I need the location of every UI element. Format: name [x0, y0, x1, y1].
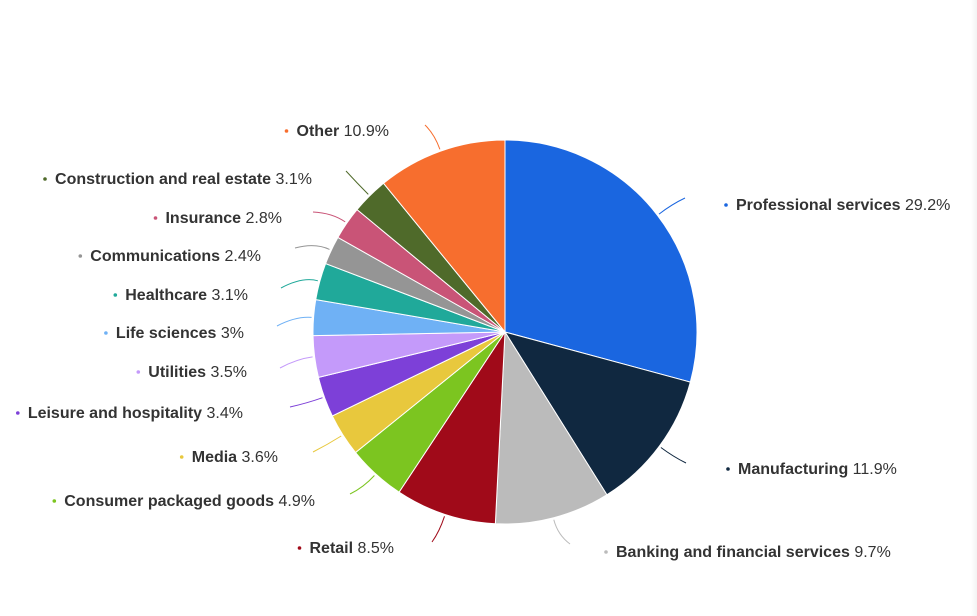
label-value-construction-and-real-estate: 3.1%	[271, 171, 312, 188]
label-bullet-banking-and-financial-services	[604, 550, 608, 554]
label-value-manufacturing: 11.9%	[848, 461, 897, 478]
label-bullet-utilities	[136, 370, 141, 374]
label-value-media: 3.6%	[237, 449, 278, 466]
label-name-construction-and-real-estate: Construction and real estate	[55, 171, 271, 188]
label-bullet-leisure-and-hospitality	[15, 411, 20, 415]
label-value-professional-services: 29.2%	[901, 197, 951, 214]
label-bullet-retail	[297, 546, 302, 550]
label-bullet-other	[284, 129, 289, 133]
label-bullet-manufacturing	[726, 467, 730, 471]
label-retail: Retail 8.5%	[310, 540, 395, 557]
slice-other[interactable]	[382, 139, 506, 334]
slice-manufacturing[interactable]	[503, 331, 691, 496]
label-healthcare: Healthcare 3.1%	[125, 287, 248, 304]
label-value-retail: 8.5%	[353, 540, 394, 557]
label-communications: Communications 2.4%	[90, 248, 261, 265]
leader-manufacturing	[660, 447, 687, 464]
label-name-insurance: Insurance	[165, 210, 241, 227]
leader-life-sciences	[276, 316, 312, 327]
label-other: Other 10.9%	[297, 123, 389, 140]
label-manufacturing: Manufacturing 11.9%	[738, 461, 897, 478]
label-value-communications: 2.4%	[220, 248, 261, 265]
label-value-life-sciences: 3%	[216, 325, 244, 342]
label-utilities: Utilities 3.5%	[148, 364, 247, 381]
leader-professional-services	[658, 197, 686, 215]
leader-other	[424, 124, 441, 150]
slice-professional-services[interactable]	[504, 139, 698, 383]
label-name-other: Other	[297, 123, 340, 140]
leader-insurance	[312, 211, 346, 223]
label-life-sciences: Life sciences 3%	[116, 325, 244, 342]
label-name-manufacturing: Manufacturing	[738, 461, 848, 478]
label-name-media: Media	[192, 449, 237, 466]
label-bullet-life-sciences	[104, 331, 108, 335]
label-name-utilities: Utilities	[148, 364, 206, 381]
slice-labels: Professional services 29.2% Manufacturing…	[15, 123, 950, 561]
label-value-utilities: 3.5%	[206, 364, 247, 381]
label-value-leisure-and-hospitality: 3.4%	[202, 405, 243, 422]
label-name-retail: Retail	[310, 540, 354, 557]
label-bullet-professional-services	[724, 203, 728, 207]
label-value-banking-and-financial-services: 9.7%	[850, 544, 891, 561]
label-media: Media 3.6%	[192, 449, 278, 466]
leader-consumer-packaged-goods	[349, 475, 375, 495]
label-name-consumer-packaged-goods: Consumer packaged goods	[64, 493, 274, 510]
label-name-professional-services: Professional services	[736, 197, 901, 214]
label-value-consumer-packaged-goods: 4.9%	[274, 493, 315, 510]
chart-edge-shade	[971, 0, 977, 616]
label-bullet-insurance	[153, 216, 158, 220]
label-name-communications: Communications	[90, 248, 220, 265]
slice-retail[interactable]	[398, 330, 506, 525]
label-construction-and-real-estate: Construction and real estate 3.1%	[55, 171, 312, 188]
label-consumer-packaged-goods: Consumer packaged goods 4.9%	[64, 493, 315, 510]
leader-lines	[276, 124, 687, 545]
label-name-healthcare: Healthcare	[125, 287, 207, 304]
label-name-leisure-and-hospitality: Leisure and hospitality	[28, 405, 202, 422]
label-value-healthcare: 3.1%	[207, 287, 248, 304]
leader-banking-and-financial-services	[553, 519, 571, 545]
label-bullet-communications	[78, 254, 83, 258]
label-bullet-consumer-packaged-goods	[52, 499, 57, 503]
leader-media	[312, 435, 342, 453]
leader-communications	[294, 245, 330, 250]
leader-utilities	[279, 356, 313, 369]
label-bullet-media	[179, 455, 184, 459]
label-value-insurance: 2.8%	[241, 210, 282, 227]
leader-construction-and-real-estate	[345, 170, 369, 195]
leader-retail	[431, 516, 445, 543]
label-value-other: 10.9%	[339, 123, 389, 140]
label-name-life-sciences: Life sciences	[116, 325, 217, 342]
leader-leisure-and-hospitality	[289, 397, 323, 408]
label-insurance: Insurance 2.8%	[165, 210, 282, 227]
label-leisure-and-hospitality: Leisure and hospitality 3.4%	[28, 405, 243, 422]
label-bullet-healthcare	[113, 293, 118, 297]
pie-slices	[312, 139, 698, 525]
slice-banking-and-financial-services[interactable]	[494, 330, 608, 525]
label-bullet-construction-and-real-estate	[43, 177, 47, 181]
label-name-banking-and-financial-services: Banking and financial services	[616, 544, 850, 561]
label-banking-and-financial-services: Banking and financial services 9.7%	[616, 544, 891, 561]
leader-healthcare	[280, 279, 319, 289]
label-professional-services: Professional services 29.2%	[736, 197, 950, 214]
